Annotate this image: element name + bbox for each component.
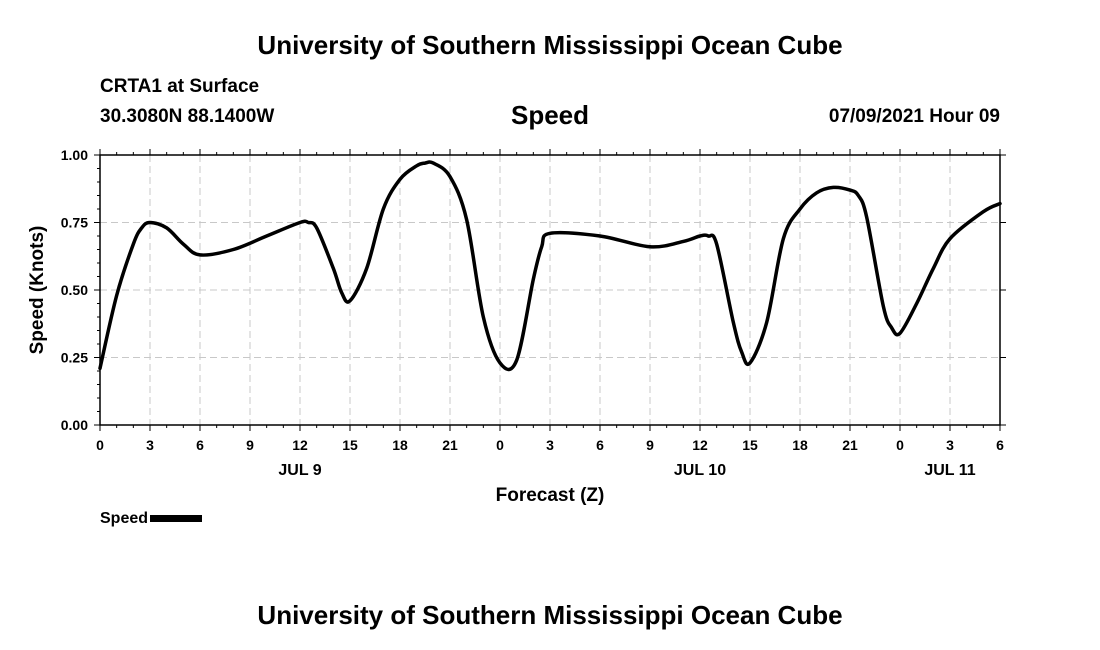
x-tick-label: 18: [792, 437, 808, 453]
y-tick-label: 1.00: [61, 147, 88, 163]
y-axis-label: Speed (Knots): [27, 226, 48, 355]
x-tick-label: 9: [646, 437, 654, 453]
speed-data-point: [307, 221, 310, 224]
speed-data-point: [749, 361, 752, 364]
chart-title-top: University of Southern Mississippi Ocean…: [257, 30, 843, 60]
speed-data-point: [449, 175, 452, 178]
x-tick-label: 21: [442, 437, 458, 453]
speed-data-point: [682, 240, 685, 243]
speed-data-point: [915, 302, 918, 305]
speed-data-point: [899, 332, 902, 335]
speed-data-point: [115, 294, 118, 297]
x-tick-label: 6: [996, 437, 1004, 453]
x-tick-label: 3: [946, 437, 954, 453]
date-label: JUL 10: [674, 462, 726, 479]
speed-data-point: [182, 243, 185, 246]
y-tick-label: 0.00: [61, 417, 88, 433]
x-tick-label: 12: [692, 437, 708, 453]
speed-data-point: [432, 162, 435, 165]
speed-data-point: [832, 186, 835, 189]
x-tick-label: 6: [196, 437, 204, 453]
x-tick-label: 3: [546, 437, 554, 453]
speed-data-point: [649, 245, 652, 248]
speed-data-point: [140, 226, 143, 229]
x-tick-label: 0: [96, 437, 104, 453]
speed-data-point: [982, 210, 985, 213]
station-label: CRTA1 at Surface: [100, 76, 260, 97]
speed-data-point: [815, 191, 818, 194]
x-tick-label: 15: [342, 437, 358, 453]
legend-line-swatch: [150, 515, 203, 523]
speed-data-point: [424, 162, 427, 165]
date-label: JUL 11: [924, 462, 975, 479]
speed-data-point: [265, 235, 268, 238]
speed-data-point: [540, 245, 543, 248]
speed-data-point: [849, 189, 852, 192]
speed-data-point: [715, 243, 718, 246]
date-label: JUL 9: [278, 462, 321, 479]
speed-data-point: [465, 218, 468, 221]
x-axis-label: Forecast (Z): [496, 485, 605, 506]
speed-data-point: [799, 208, 802, 211]
axis-labels: 0.00 0.25 0.50 0.75 1.00 0 3 6 9 12 15 18 21 0 3 6 9 12 15…: [61, 147, 1004, 479]
speed-data-point: [482, 316, 485, 319]
x-tick-label: 12: [292, 437, 308, 453]
speed-data-point: [149, 221, 152, 224]
speed-data-point: [415, 164, 418, 167]
x-tick-label: 15: [742, 437, 758, 453]
speed-data-point: [399, 178, 402, 181]
speed-data-point: [315, 226, 318, 229]
speed-data-point: [932, 267, 935, 270]
speed-data-point: [332, 267, 335, 270]
grid: [100, 155, 1000, 425]
legend: Speed: [100, 510, 203, 528]
x-tick-label: 0: [496, 437, 504, 453]
speed-data-point: [882, 305, 885, 308]
speed-data-point: [699, 235, 702, 238]
speed-data-point: [199, 253, 202, 256]
x-tick-label: 21: [842, 437, 858, 453]
x-tick-label: 18: [392, 437, 408, 453]
speed-data-point: [999, 202, 1002, 205]
station-coordinates: 30.3080N 88.1400W: [100, 106, 275, 127]
speed-series-line: [98, 160, 1002, 372]
speed-data-point: [232, 248, 235, 251]
speed-data-point: [599, 235, 602, 238]
speed-data-point: [132, 243, 135, 246]
legend-label: Speed: [100, 510, 149, 527]
speed-data-point: [382, 208, 385, 211]
axis-ticks: [94, 149, 1006, 431]
x-tick-label: 6: [596, 437, 604, 453]
speed-data-point: [165, 226, 168, 229]
speed-data-point: [299, 221, 302, 224]
y-tick-label: 0.25: [61, 350, 88, 366]
speed-data-point: [499, 361, 502, 364]
speed-data-point: [732, 321, 735, 324]
speed-data-point: [707, 235, 710, 238]
variable-title: Speed: [510, 100, 590, 130]
speed-data-point: [515, 359, 518, 362]
x-tick-label: 9: [246, 437, 254, 453]
speed-data-point: [349, 299, 352, 302]
speed-data-point: [99, 367, 102, 370]
x-tick-label: 3: [146, 437, 154, 453]
speed-data-point: [532, 278, 535, 281]
speed-data-point: [340, 291, 343, 294]
chart-title-bottom: University of Southern Mississippi Ocean…: [257, 600, 843, 630]
speed-data-point: [890, 326, 893, 329]
speed-data-point: [782, 237, 785, 240]
speed-data-point: [865, 216, 868, 219]
speed-data-point: [765, 321, 768, 324]
speed-data-point: [740, 351, 743, 354]
speed-data-point: [365, 267, 368, 270]
issue-datetime: 07/09/2021 Hour 09: [828, 106, 1000, 127]
y-tick-label: 0.50: [61, 282, 88, 298]
y-tick-label: 0.75: [61, 215, 88, 231]
speed-data-point: [949, 237, 952, 240]
x-tick-label: 0: [896, 437, 904, 453]
speed-data-point: [549, 232, 552, 235]
speed-data-point: [857, 194, 860, 197]
